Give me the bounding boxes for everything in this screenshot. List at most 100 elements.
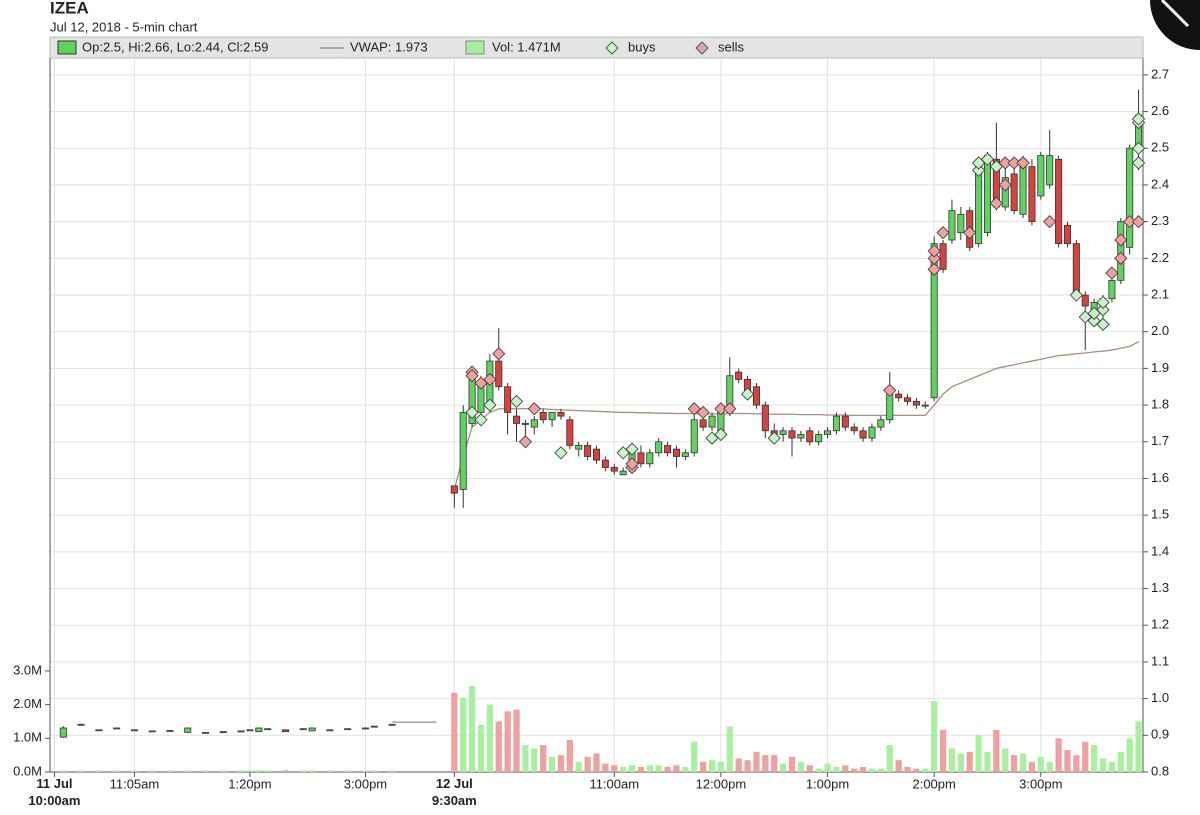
buy-marker <box>1096 303 1110 317</box>
volume-bar <box>664 766 671 772</box>
sell-marker <box>963 226 977 240</box>
volume-bar <box>700 761 707 772</box>
volume-bar <box>60 770 67 772</box>
sell-marker <box>998 178 1012 192</box>
volume-bar <box>637 766 645 772</box>
x-tick-label: 2:00pm <box>912 776 955 791</box>
volume-bar <box>868 768 876 772</box>
volume-bar <box>584 756 591 772</box>
buy-marker <box>509 394 524 409</box>
legend-swatch <box>605 41 619 55</box>
y-tick-label: 1.5 <box>1151 507 1169 522</box>
candle-body <box>539 412 547 421</box>
y-tick-label: 2.0 <box>1151 323 1169 338</box>
x-tick-label: 3:00pm <box>1019 776 1062 791</box>
legend-swatch <box>465 40 485 55</box>
sell-marker <box>465 369 479 383</box>
volume-bar <box>824 763 831 772</box>
legend-bar <box>49 36 1144 59</box>
volume-bar <box>815 768 822 772</box>
legend-sells: sells <box>718 39 745 54</box>
volume-bar <box>726 726 733 772</box>
x-tick-label: 11:05am <box>110 776 160 791</box>
buy-marker <box>1131 141 1146 155</box>
volume-bar <box>1046 761 1053 772</box>
volume-bar <box>939 729 947 772</box>
x-tick-label: 1:00pm <box>806 776 849 791</box>
legend-ohlc: Op:2.5, Hi:2.66, Lo:2.44, Cl:2.59 <box>82 39 268 54</box>
volume-bar <box>548 756 556 772</box>
volume-bar <box>451 692 458 772</box>
candle-body <box>521 423 529 425</box>
sell-marker <box>1007 156 1021 170</box>
volume-bar <box>389 770 396 772</box>
volume-bar <box>522 745 529 772</box>
candle-body <box>1028 166 1036 223</box>
volume-bar <box>575 761 582 772</box>
candle-body <box>868 426 876 439</box>
candle-body <box>592 448 601 461</box>
volume-bar <box>1135 721 1142 772</box>
candle-body <box>886 393 894 421</box>
legend-volume: Vol: 1.471M <box>492 39 561 54</box>
buy-marker <box>740 387 755 401</box>
candle-body <box>806 430 814 443</box>
candle-body <box>859 430 867 439</box>
volume-bar <box>708 760 716 772</box>
volume-bar <box>131 770 138 772</box>
volume-bar <box>931 701 938 772</box>
y-tick-label: 2.3 <box>1151 213 1169 228</box>
volume-bar <box>753 751 760 772</box>
volume-bar <box>922 768 929 772</box>
volume-bar <box>620 766 627 772</box>
candle-body <box>841 415 849 428</box>
candle-body <box>450 485 458 494</box>
y-tick-label: 1.7 <box>1151 433 1169 448</box>
candle-body <box>904 397 912 402</box>
candle-body <box>548 412 556 421</box>
candle-body <box>530 419 538 428</box>
candle-body <box>1063 224 1071 245</box>
candle-body <box>681 452 689 457</box>
sell-marker <box>1114 251 1128 265</box>
sell-marker <box>927 244 941 258</box>
y-tick-label: 0.9 <box>1151 727 1169 742</box>
candle-body <box>895 393 903 399</box>
y-tick-label: 2.2 <box>1151 250 1169 265</box>
volume-bar <box>282 770 289 772</box>
candle-body <box>646 452 654 465</box>
candle-body <box>246 729 254 732</box>
volume-bar <box>113 770 120 772</box>
candle-body <box>1081 294 1089 307</box>
candle-body <box>664 445 672 454</box>
sell-marker <box>527 402 541 416</box>
candle-body <box>921 404 929 407</box>
volume-bar <box>1073 755 1080 772</box>
buy-marker <box>714 427 728 442</box>
candle-body <box>1001 177 1009 208</box>
buy-marker <box>465 405 479 420</box>
buy-marker <box>1069 288 1083 302</box>
volume-bar <box>504 711 511 772</box>
buy-marker <box>554 446 568 460</box>
buy-marker <box>1096 295 1110 309</box>
volume-bar <box>1126 738 1133 772</box>
legend-buys: buys <box>628 39 656 54</box>
legend-swatch <box>695 41 709 55</box>
volume-bar <box>1011 755 1018 772</box>
chart-title: IZEA <box>50 0 89 17</box>
candle-body <box>824 430 832 435</box>
volume-bar <box>602 763 609 772</box>
volume-bar <box>95 770 102 772</box>
volume-bar <box>1055 738 1062 772</box>
volume-bar <box>1019 753 1027 772</box>
sell-marker <box>998 156 1012 170</box>
volume-bar <box>913 768 920 772</box>
candle-body <box>975 166 983 245</box>
volume-bar <box>513 709 520 772</box>
volume-bar <box>851 768 858 772</box>
volume-bar <box>495 721 502 772</box>
sell-marker <box>989 196 1004 210</box>
x-tick-label: 11 Jul 10:00am <box>28 776 80 808</box>
